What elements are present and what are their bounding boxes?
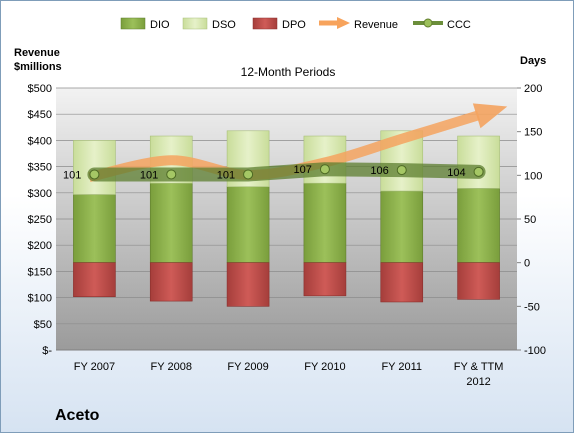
x-tick-label: FY 2011	[381, 361, 422, 373]
chart-title: 12-Month Periods	[241, 65, 336, 79]
left-tick-label: $400	[28, 135, 52, 147]
x-tick-label: FY 2010	[304, 361, 345, 373]
left-tick-label: $200	[28, 240, 52, 252]
ccc-data-label: 101	[140, 169, 158, 181]
legend-item-dso: DSO	[182, 17, 236, 31]
axes: $- $50 $100 $150 $200 $250 $300 $350 $400 $450 $50…	[28, 83, 547, 388]
left-tick-label: $500	[28, 83, 52, 95]
bar-dso	[457, 135, 500, 189]
ccc-marker	[166, 169, 177, 180]
company-name: Aceto	[55, 407, 100, 424]
x-tick-label: FY & TTM	[454, 361, 504, 373]
bar-dio	[380, 190, 424, 263]
bar-dio	[226, 186, 270, 263]
bar-dpo	[73, 262, 116, 298]
left-axis-title-line1: Revenue	[14, 47, 60, 59]
left-tick-label: $100	[28, 293, 52, 305]
ccc-data-label: 106	[370, 165, 388, 177]
left-tick-label: $-	[42, 345, 52, 357]
legend: DIO DSO DPO Revenue CCC	[120, 17, 471, 31]
ccc-marker	[243, 169, 254, 180]
left-tick-label: $250	[28, 214, 52, 226]
ccc-data-label: 101	[63, 169, 81, 181]
x-tick-label: FY 2008	[151, 361, 192, 373]
x-tick-label: FY 2009	[227, 361, 268, 373]
legend-label-revenue: Revenue	[354, 19, 398, 31]
legend-label-dso: DSO	[212, 19, 236, 31]
left-tick-label: $150	[28, 266, 52, 278]
bar-dpo	[226, 262, 270, 307]
right-tick-label: 100	[524, 170, 542, 182]
bar-dpo	[457, 262, 500, 300]
legend-item-ccc: CCC	[413, 18, 471, 31]
right-tick-label: 50	[524, 214, 536, 226]
revenue-arrowhead	[472, 103, 508, 129]
legend-item-revenue: Revenue	[319, 17, 398, 31]
legend-label-dio: DIO	[150, 19, 170, 31]
right-tick-label: 0	[524, 258, 530, 270]
left-axis-title-line2: $millions	[14, 61, 62, 73]
legend-item-dio: DIO	[120, 17, 170, 31]
ccc-data-label: 104	[447, 167, 465, 179]
right-tick-label: 150	[524, 127, 542, 139]
right-axis-title: Days	[520, 55, 546, 67]
bar-dio	[457, 188, 500, 263]
bar-dio	[149, 182, 193, 263]
right-tick-label: -50	[524, 301, 540, 313]
ccc-data-label: 107	[294, 164, 312, 176]
ccc-data-label: 101	[217, 169, 235, 181]
bar-dio	[73, 194, 116, 263]
ccc-marker	[89, 169, 100, 180]
ccc-series: 101 101 101 107 106 104	[63, 162, 486, 182]
right-tick-label: -100	[524, 345, 546, 357]
right-tick-label: 200	[524, 83, 542, 95]
ccc-marker	[396, 165, 407, 176]
x-tick-label: FY 2007	[74, 361, 115, 373]
left-tick-label: $450	[28, 109, 52, 121]
legend-item-dpo: DPO	[252, 17, 306, 31]
legend-label-ccc: CCC	[447, 19, 471, 31]
ccc-marker	[473, 166, 484, 177]
left-tick-label: $300	[28, 188, 52, 200]
left-tick-label: $50	[34, 319, 52, 331]
x-tick-label: 2012	[466, 376, 490, 388]
legend-label-dpo: DPO	[282, 19, 306, 31]
bar-dpo	[149, 262, 193, 302]
bar-dpo	[303, 262, 347, 297]
ccc-line	[87, 162, 486, 182]
ccc-marker	[319, 164, 330, 175]
bar-dio	[303, 182, 347, 263]
bar-dpo	[380, 262, 424, 303]
left-tick-label: $350	[28, 162, 52, 174]
